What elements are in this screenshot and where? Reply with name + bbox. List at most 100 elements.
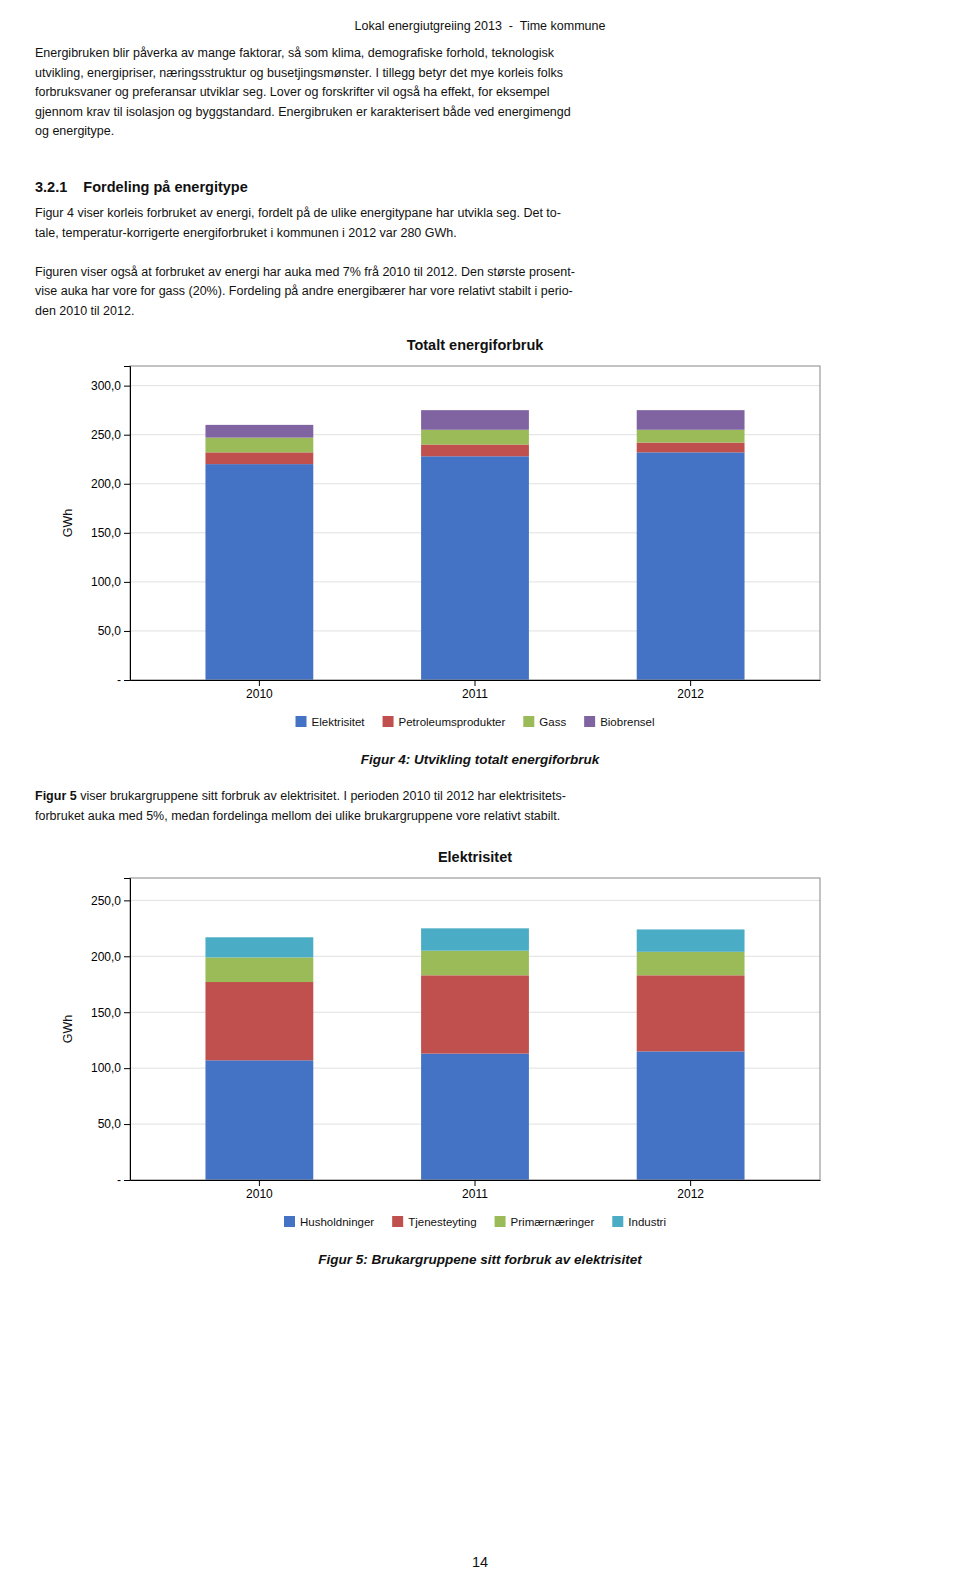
legend-swatch	[383, 716, 394, 727]
tick-label: 300,0	[91, 379, 121, 393]
tick-label: 150,0	[91, 1006, 121, 1020]
bar	[637, 975, 745, 1051]
body-text: viser brukargruppene sitt forbruk av ele…	[77, 789, 566, 803]
legend-item: Primærnæringer	[495, 1216, 595, 1228]
series	[205, 410, 744, 437]
legend-label: Biobrensel	[600, 716, 654, 728]
body-text: Energibruken blir påverka av mange fakto…	[35, 46, 555, 60]
tick-label: 250,0	[91, 894, 121, 908]
y-tick: 150,0	[91, 526, 130, 540]
legend-label: Tjenesteyting	[408, 1216, 476, 1228]
legend-swatch	[495, 1216, 506, 1227]
tick-label: 2012	[677, 1187, 704, 1201]
tick-mark	[690, 1180, 691, 1186]
tick-mark	[124, 386, 130, 387]
bar	[205, 425, 313, 438]
tick-label: 50,0	[98, 624, 122, 638]
bar	[205, 937, 313, 957]
legend: HusholdningerTjenesteytingPrimærnæringer…	[284, 1216, 666, 1228]
body-text: den 2010 til 2012.	[35, 304, 134, 318]
axis-title: GWh	[61, 1015, 75, 1044]
y-tick: 250,0	[91, 894, 130, 908]
body-text: gjennom krav til isolasjon og byggstanda…	[35, 105, 571, 119]
y-axis: -50,0100,0150,0200,0250,0300,0	[91, 367, 131, 688]
tick-label: 2010	[246, 1187, 273, 1201]
bar	[421, 445, 529, 457]
legend-swatch	[284, 1216, 295, 1227]
bar	[205, 452, 313, 464]
caption: Figur 4: Utvikling totalt energiforbruk	[361, 752, 601, 767]
tick-mark	[259, 680, 260, 686]
bar	[421, 928, 529, 950]
tick-mark	[124, 484, 130, 485]
grid-line	[130, 900, 820, 901]
legend-label: Petroleumsprodukter	[399, 716, 506, 728]
legend-swatch	[296, 716, 307, 727]
tick-label: 100,0	[91, 575, 121, 589]
plot-frame	[130, 878, 820, 1180]
tick-mark	[475, 680, 476, 686]
bar	[421, 951, 529, 976]
bar	[637, 430, 745, 443]
bar	[637, 452, 745, 680]
tick-mark	[124, 1012, 130, 1013]
bar	[205, 438, 313, 453]
bar	[637, 1051, 745, 1180]
y-tick: 200,0	[91, 950, 130, 964]
bar	[205, 982, 313, 1060]
legend-swatch	[523, 716, 534, 727]
tick-label: 150,0	[91, 526, 121, 540]
bars	[205, 410, 744, 680]
bar	[421, 1054, 529, 1180]
axis-domain	[124, 879, 131, 1181]
tick-mark	[124, 680, 130, 681]
tick-mark	[124, 533, 130, 534]
y-tick: 100,0	[91, 1061, 130, 1075]
legend-item: Tjenesteyting	[392, 1216, 476, 1228]
tick-mark	[690, 680, 691, 686]
tick-mark	[259, 1180, 260, 1186]
body-text: utvikling, energipriser, næringsstruktur…	[35, 66, 563, 80]
axis-domain	[124, 367, 131, 681]
tick-label: 200,0	[91, 477, 121, 491]
y-tick: 100,0	[91, 575, 130, 589]
series	[205, 928, 744, 957]
y-tick: 150,0	[91, 1006, 130, 1020]
legend-swatch	[584, 716, 595, 727]
chart-title: Totalt energiforbruk	[407, 337, 545, 353]
tick-mark	[475, 1180, 476, 1186]
y-tick: 250,0	[91, 428, 130, 442]
tick-label: 2010	[246, 687, 273, 701]
legend-item: Elektrisitet	[296, 716, 366, 728]
legend-item: Petroleumsprodukter	[383, 716, 506, 728]
bar	[637, 443, 745, 453]
y-tick: 50,0	[98, 624, 130, 638]
body-text: Figur 4 viser korleis forbruket av energ…	[35, 206, 561, 220]
tick-label: 250,0	[91, 428, 121, 442]
body-text: Figur 5 viser brukargruppene sitt forbru…	[35, 789, 566, 803]
series	[205, 1051, 744, 1180]
grid-line	[130, 385, 820, 386]
x-tick: 2010	[246, 1180, 273, 1201]
page-title: Lokal energiutgreiing 2013 - Time kommun…	[355, 19, 606, 33]
bar	[421, 410, 529, 430]
tick-mark	[124, 1068, 130, 1069]
grid	[130, 386, 820, 680]
tick-mark	[124, 435, 130, 436]
x-axis: 201020112012	[131, 680, 821, 701]
tick-label: 2011	[462, 687, 488, 701]
x-axis: 2010 2011 2012	[131, 1180, 821, 1201]
x-tick: 2011	[462, 1180, 488, 1201]
chart: -50,0100,0150,0200,0250,0201020112012GWh…	[61, 849, 821, 1267]
bar	[637, 952, 745, 975]
bars	[205, 928, 744, 1180]
tick-mark	[124, 1124, 130, 1125]
y-tick: 300,0	[91, 379, 130, 393]
tick-label: 2011	[462, 1187, 488, 1201]
legend-item: Industri	[612, 1216, 666, 1228]
legend: ElektrisitetPetroleumsprodukterGassBiobr…	[296, 716, 655, 728]
page-number: 14	[472, 1554, 488, 1570]
axis-title: GWh	[61, 509, 75, 538]
chart-title: Elektrisitet	[438, 849, 512, 865]
plot-frame	[130, 366, 820, 680]
